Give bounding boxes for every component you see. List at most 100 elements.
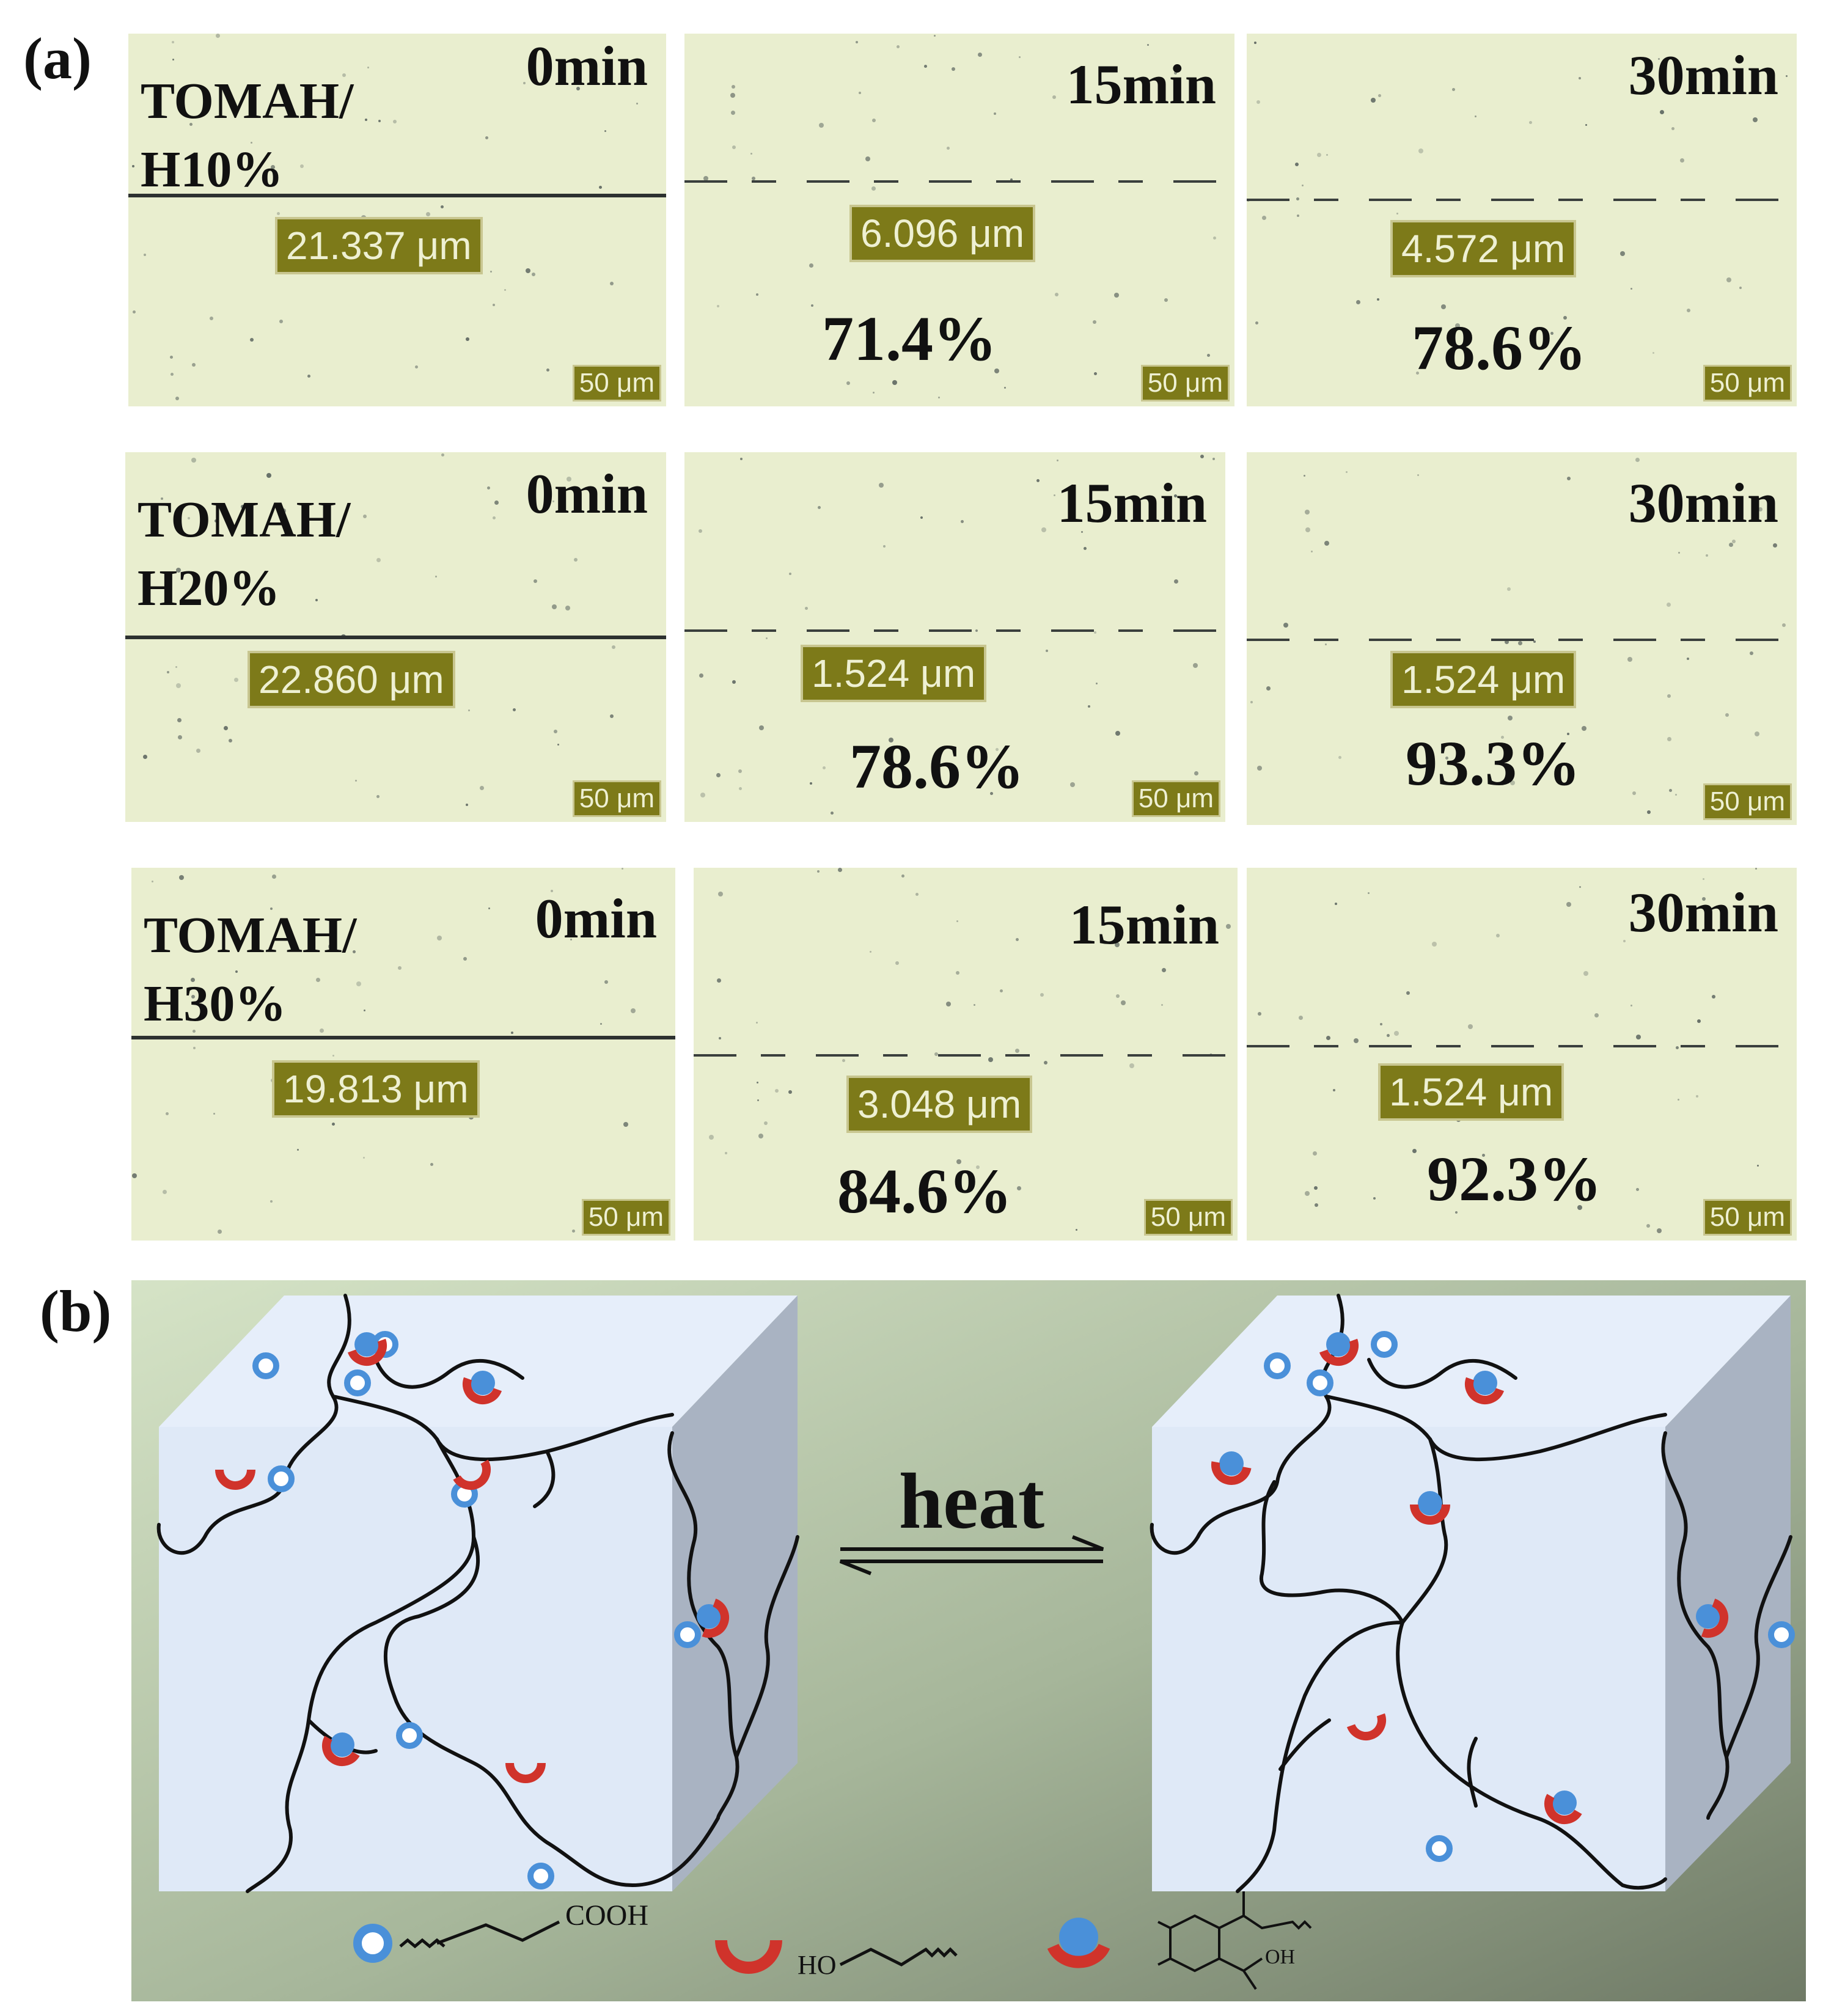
speckle-dot <box>1445 757 1448 760</box>
speckle-dot <box>1373 1197 1376 1200</box>
speckle-dot <box>859 92 861 94</box>
speckle-dot <box>1015 1049 1019 1053</box>
legend: COOH HO OH <box>353 1891 1312 1990</box>
speckle-dot <box>757 1099 759 1101</box>
speckle-dot <box>557 744 559 746</box>
speckle-dot <box>956 1159 961 1164</box>
speckle-dot <box>1041 527 1046 532</box>
speckle-dot <box>699 529 702 533</box>
speckle-dot <box>494 500 499 505</box>
speckle-dot <box>1583 971 1588 976</box>
speckle-dot <box>842 1059 845 1062</box>
speckle-dot <box>1697 1019 1701 1023</box>
speckle-dot <box>1663 64 1666 67</box>
speckle-dot <box>526 268 530 273</box>
speckle-dot <box>1317 153 1321 157</box>
speckle-dot <box>567 477 571 482</box>
speckle-dot <box>600 1023 602 1025</box>
speckle-dot <box>1115 731 1120 736</box>
speckle-dot <box>732 680 736 684</box>
speckle-dot <box>1669 789 1672 792</box>
speckle-dot <box>250 338 254 342</box>
speckle-dot <box>1696 1095 1698 1098</box>
speckle-dot <box>297 1149 299 1151</box>
speckle-dot <box>196 749 200 753</box>
speckle-dot <box>1094 631 1096 634</box>
speckle-dot <box>266 473 271 478</box>
speckle-dot <box>356 981 361 986</box>
healing-percent: 93.3% <box>1406 728 1580 799</box>
speckle-dot <box>143 755 147 759</box>
carboxyl-ring-icon <box>1426 1835 1453 1862</box>
speckle-dot <box>818 506 821 509</box>
heat-label: heat <box>899 1457 1044 1545</box>
speckle-dot <box>1725 713 1729 717</box>
speckle-dot <box>604 980 608 984</box>
speckle-dot <box>1630 1005 1632 1006</box>
speckle-dot <box>378 120 381 122</box>
ring-icon <box>353 1924 392 1963</box>
speckle-dot <box>193 1047 196 1049</box>
crack-line <box>684 180 1234 183</box>
speckle-dot <box>574 558 578 562</box>
speckle-dot <box>188 517 190 519</box>
speckle-dot <box>739 787 742 790</box>
speckle-dot <box>1529 121 1532 124</box>
speckle-dot <box>1706 554 1708 557</box>
speckle-dot <box>565 606 570 610</box>
healing-mechanism-diagram: heat COOH HO OH <box>131 1280 1806 2001</box>
speckle-dot <box>218 1230 222 1234</box>
time-label: 15min <box>1057 472 1207 534</box>
speckle-dot <box>1582 726 1586 731</box>
speckle-dot <box>307 375 310 378</box>
carboxyl-ring-icon <box>252 1352 279 1379</box>
speckle-dot <box>172 59 174 60</box>
speckle-dot <box>1354 1038 1359 1043</box>
speckle-dot <box>415 365 418 368</box>
speckle-dot <box>1417 474 1419 476</box>
speckle-dot <box>978 53 982 57</box>
speckle-dot <box>1468 1024 1473 1029</box>
carboxyl-ring-icon <box>344 1369 371 1396</box>
hydroxyl-cup-icon <box>1211 1461 1252 1485</box>
speckle-dot <box>717 305 719 307</box>
speckle-dot <box>1636 1035 1641 1039</box>
scale-bar: 50 μm <box>1703 783 1792 820</box>
speckle-dot <box>328 944 333 949</box>
speckle-dot <box>766 637 768 639</box>
speckle-dot <box>1174 579 1178 584</box>
sample-label-line2: H30% <box>144 975 287 1032</box>
speckle-dot <box>703 176 708 181</box>
speckle-dot <box>1325 643 1327 645</box>
speckle-dot <box>1302 185 1304 186</box>
speckle-dot <box>1671 127 1674 130</box>
speckle-dot <box>171 373 174 376</box>
speckle-dot <box>1676 1046 1679 1049</box>
speckle-dot <box>270 1200 273 1203</box>
time-label: 0min <box>526 35 648 97</box>
speckle-dot <box>1636 1188 1639 1191</box>
speckle-dot <box>1055 293 1058 296</box>
speckle-dot <box>251 142 252 144</box>
legend-acid: COOH <box>353 1899 648 1963</box>
healing-percent: 78.6% <box>1412 313 1586 383</box>
sample-label: TOMAH/ H20% <box>138 486 350 623</box>
sample-label-line2: H20% <box>138 560 281 617</box>
speckle-dot <box>1658 58 1660 60</box>
speckle-dot <box>1518 641 1522 645</box>
scale-bar: 50 μm <box>572 365 661 401</box>
speckle-dot <box>758 1134 763 1138</box>
speckle-dot <box>430 1163 433 1166</box>
speckle-dot <box>1314 1186 1318 1190</box>
speckle-dot <box>532 273 535 276</box>
scale-bar: 50 μm <box>1131 780 1220 817</box>
crack-line <box>125 636 666 639</box>
speckle-dot <box>1563 316 1567 320</box>
speckle-dot <box>1081 531 1083 533</box>
speckle-dot <box>175 666 177 668</box>
speckle-dot <box>1326 154 1328 156</box>
equilibrium-arrows <box>839 1535 1104 1575</box>
legend-ester-oh-label: OH <box>1265 1946 1295 1968</box>
speckle-dot <box>364 1010 365 1011</box>
speckle-dot <box>974 1004 975 1006</box>
